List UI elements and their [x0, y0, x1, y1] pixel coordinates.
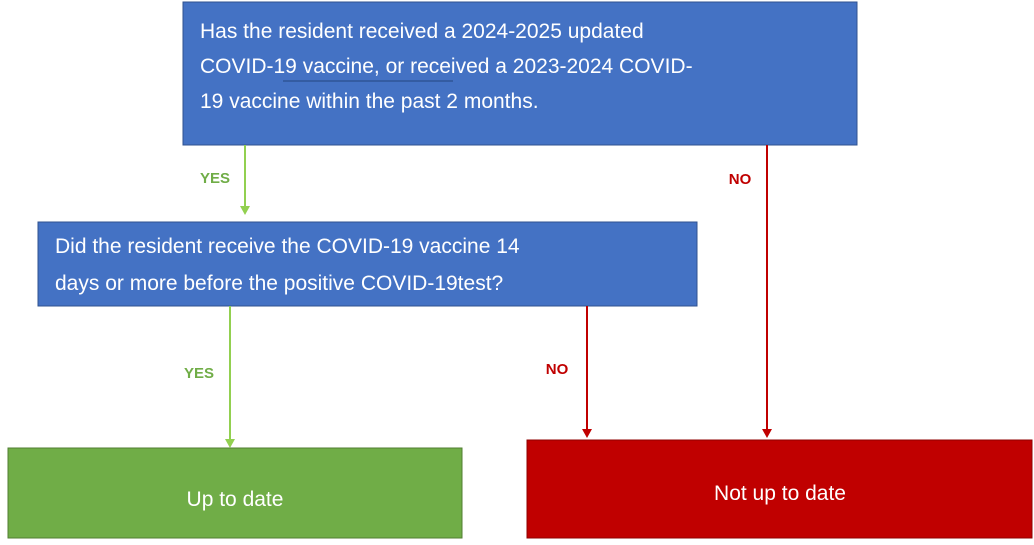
result-text: Up to date — [187, 488, 284, 511]
result-box — [526, 439, 1033, 539]
question-box — [37, 221, 698, 307]
question-text: days or more before the positive COVID-1… — [55, 272, 503, 295]
arrow-head — [582, 429, 592, 438]
question-box — [182, 1, 858, 146]
edge-label: NO — [729, 171, 752, 188]
question-text: Has the resident received a 2024-2025 up… — [200, 20, 644, 43]
edge-label: YES — [200, 170, 230, 187]
question-text: COVID-19 vaccine, or received a 2023-202… — [200, 55, 693, 78]
arrow-head — [762, 429, 772, 438]
result-text: Not up to date — [714, 482, 846, 505]
question-text: Did the resident receive the COVID-19 va… — [55, 235, 520, 258]
edge-label: NO — [546, 361, 569, 378]
result-box — [7, 447, 463, 539]
edge-label: YES — [184, 365, 214, 382]
question-text: 19 vaccine within the past 2 months. — [200, 90, 539, 113]
arrow-head — [225, 439, 235, 448]
arrow-head — [240, 206, 250, 215]
